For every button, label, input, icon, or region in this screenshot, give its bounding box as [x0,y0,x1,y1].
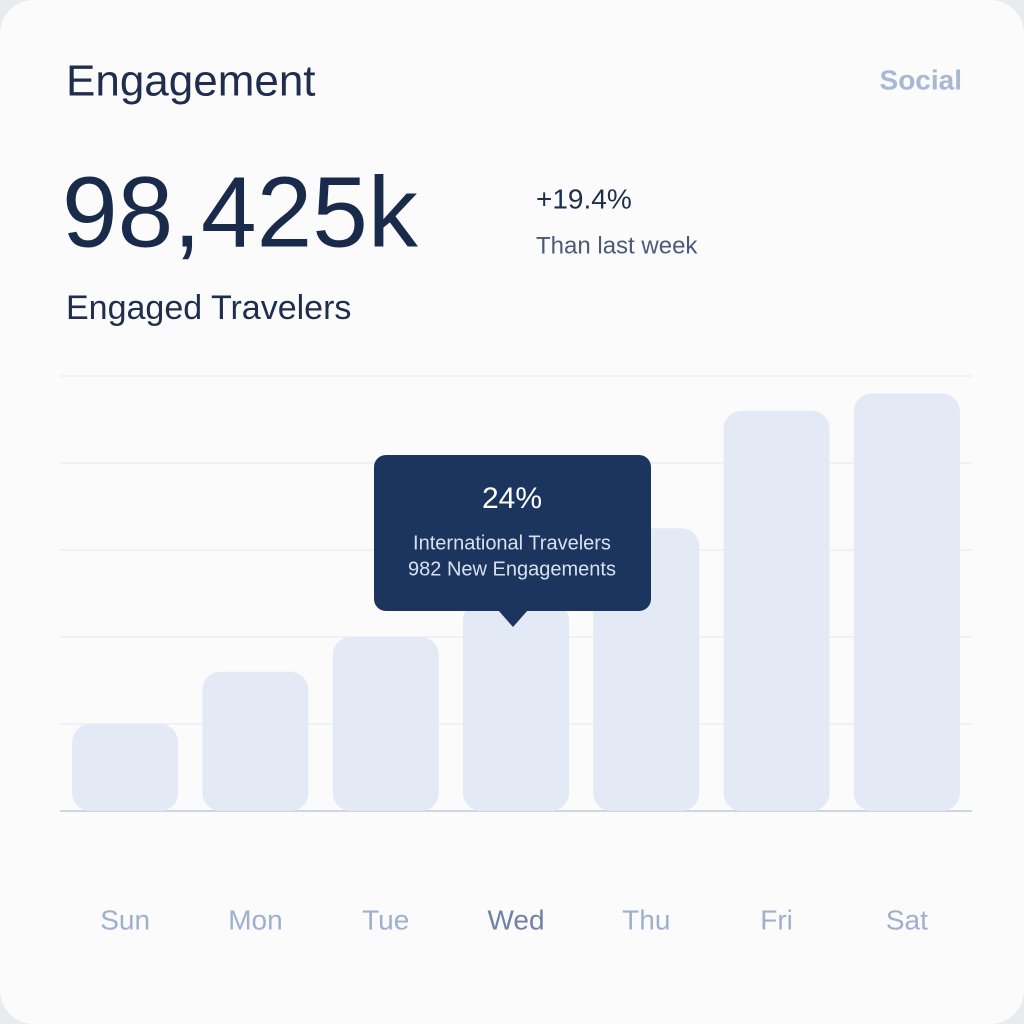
metric-change: +19.4% [536,183,632,214]
x-tick-label: Tue [362,904,409,935]
change-note: Than last week [536,232,698,259]
x-tick-label: Sat [886,904,928,935]
bar [72,724,179,811]
tooltip-pointer [498,610,528,627]
tooltip-box [374,455,651,611]
metric-value: 98,425k [62,156,419,268]
bar [853,393,960,811]
metric-label: Engaged Travelers [66,289,351,327]
x-tick-label: Mon [228,904,282,935]
x-tick-label: Thu [622,904,670,935]
tab-social[interactable]: Social [880,64,962,95]
bar [723,410,830,811]
tooltip-line: 982 New Engagements [408,558,616,580]
bar [202,671,309,811]
tooltip-title: 24% [482,482,542,515]
bar [463,602,569,811]
x-tick-label: Wed [487,904,544,935]
card-title: Engagement [66,57,316,106]
tooltip-line: International Travelers [413,532,611,554]
x-tick-label: Sun [100,904,150,935]
bar [332,637,439,811]
x-tick-label: Fri [760,904,793,935]
tooltip: 24% International Travelers 982 New Enga… [374,455,651,627]
